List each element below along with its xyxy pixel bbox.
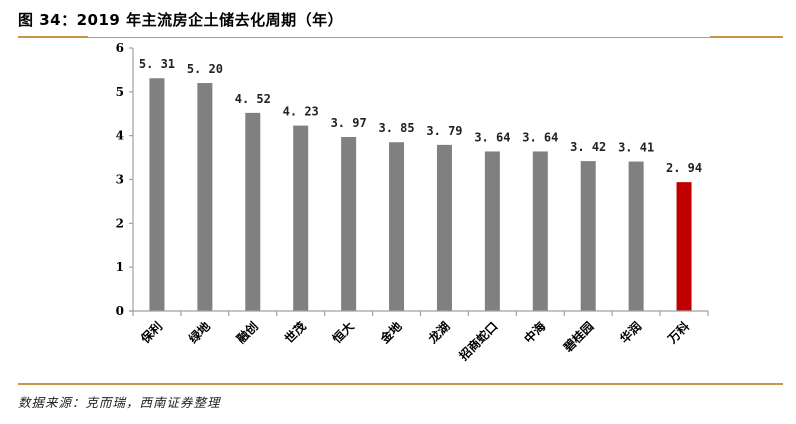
bar-value-label: 3. 42 — [570, 140, 606, 154]
y-tick-label: 0 — [116, 304, 124, 318]
x-category-label: 金地 — [376, 319, 404, 347]
y-axis: 0 1 2 3 4 5 6 — [116, 41, 134, 318]
bar-value-label: 2. 94 — [666, 161, 702, 175]
bar-value-label: 4. 52 — [235, 92, 271, 106]
bars: 5. 31 5. 20 4. 52 4. 23 3. 97 3. 85 3. 79 3. 64… — [139, 57, 702, 312]
x-category-label: 保利 — [137, 319, 165, 347]
x-category-label: 龙湖 — [425, 319, 453, 347]
bar-绿地 — [197, 83, 213, 311]
x-category-label: 华润 — [617, 319, 645, 347]
x-category-label: 世茂 — [281, 319, 309, 347]
y-tick-label: 1 — [116, 260, 124, 274]
top-rule-accent-left — [18, 36, 88, 38]
bar-万科 — [676, 182, 692, 311]
x-category-label: 恒大 — [329, 319, 357, 347]
bar-碧桂园 — [580, 161, 596, 311]
source-note: 数据来源：克而瑞，西南证券整理 — [18, 395, 221, 410]
bar-保利 — [149, 78, 165, 312]
bar-value-label: 3. 41 — [618, 141, 654, 155]
bar-value-label: 3. 64 — [522, 130, 558, 144]
bar-中海 — [532, 151, 548, 311]
bar-招商蛇口 — [484, 151, 500, 311]
y-tick-label: 5 — [116, 85, 124, 99]
x-category-label: 招商蛇口 — [456, 319, 501, 364]
bar-金地 — [389, 142, 405, 311]
bar-value-label: 4. 23 — [283, 105, 319, 119]
x-category-label: 万科 — [664, 319, 692, 347]
y-tick-label: 4 — [116, 129, 124, 143]
bar-恒大 — [341, 136, 357, 311]
bar-融创 — [245, 112, 261, 311]
bar-value-label: 3. 79 — [426, 124, 462, 138]
bar-value-label: 5. 31 — [139, 57, 175, 71]
y-tick-label: 2 — [116, 216, 124, 230]
x-category-label: 碧桂园 — [560, 319, 597, 356]
figure-title: 图 34：2019 年主流房企土储去化周期（年） — [18, 11, 344, 29]
bar-value-label: 5. 20 — [187, 62, 223, 76]
bar-value-label: 3. 64 — [474, 130, 510, 144]
x-category-label: 中海 — [521, 319, 549, 347]
x-axis: 保利 绿地 融创 世茂 恒大 金地 龙湖 招商蛇口 中海 碧桂园 华润 万科 — [129, 310, 709, 364]
x-category-label: 绿地 — [185, 319, 213, 347]
y-tick-label: 6 — [116, 41, 124, 55]
bar-世茂 — [293, 125, 309, 312]
top-rule — [18, 37, 783, 38]
bottom-rule — [18, 383, 783, 385]
y-tick-label: 3 — [116, 173, 124, 187]
top-rule-accent-right — [710, 36, 783, 38]
bar-龙湖 — [436, 144, 452, 311]
bar-value-label: 3. 85 — [378, 121, 414, 135]
bar-华润 — [628, 161, 644, 311]
x-category-label: 融创 — [233, 319, 261, 347]
bar-value-label: 3. 97 — [331, 116, 367, 130]
